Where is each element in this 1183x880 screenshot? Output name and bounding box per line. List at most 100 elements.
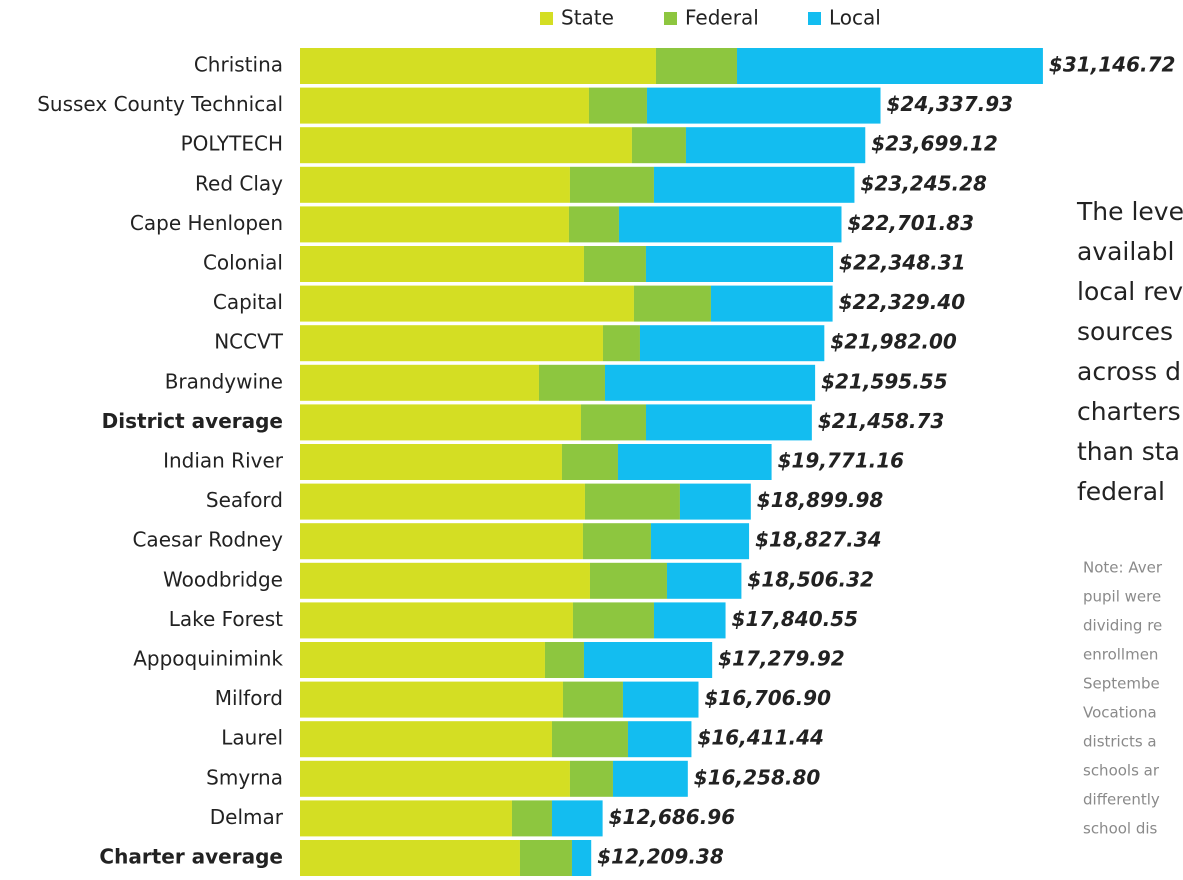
total-label: $22,329.40	[839, 290, 966, 314]
bar-segment	[300, 523, 583, 560]
bar-segment	[300, 840, 520, 876]
legend-label: State	[561, 6, 614, 30]
bar-segment	[300, 483, 585, 520]
annotation: sources	[1077, 317, 1173, 346]
bar-segment	[639, 325, 825, 362]
category-label: POLYTECH	[181, 132, 283, 156]
legend-label: Local	[829, 6, 881, 30]
bar-segment	[736, 48, 1043, 84]
category-label: Smyrna	[206, 765, 283, 789]
bar-segment	[300, 642, 545, 678]
category-label: Christina	[194, 53, 283, 77]
bar-segment	[300, 681, 563, 718]
bar-segment	[584, 483, 680, 520]
bar-segment	[538, 364, 605, 401]
category-label: Sussex County Technical	[37, 92, 283, 116]
category-label: NCCVT	[214, 330, 284, 354]
bar-segment	[300, 285, 634, 322]
category-label: Caesar Rodney	[132, 528, 283, 552]
category-label: Capital	[213, 290, 283, 314]
bar-segment	[544, 642, 584, 678]
bar-segment	[604, 364, 816, 401]
total-label: $12,209.38	[597, 845, 724, 869]
legend-swatch	[808, 12, 821, 25]
bar-segment	[300, 246, 584, 282]
bar-segment	[653, 602, 726, 639]
legend-label: Federal	[685, 6, 759, 30]
total-label: $16,706.90	[704, 686, 831, 710]
total-label: $23,699.12	[871, 132, 998, 156]
total-label: $22,348.31	[839, 251, 966, 275]
note: Vocationa	[1083, 704, 1157, 722]
category-label: Lake Forest	[169, 607, 283, 631]
bar-segment	[571, 840, 592, 876]
bar-segment	[300, 444, 562, 480]
note: pupil were	[1083, 588, 1161, 606]
bar-segment	[300, 166, 570, 203]
note: districts a	[1083, 733, 1157, 751]
bar-segment	[300, 48, 656, 84]
bar-segment	[561, 444, 618, 480]
total-label: $17,840.55	[732, 607, 859, 631]
bar-segment	[551, 721, 628, 758]
bar-segment	[580, 404, 646, 441]
total-label: $21,458.73	[818, 409, 945, 433]
bar-segment	[300, 127, 632, 164]
bar-segment	[569, 760, 613, 797]
bar-segment	[618, 206, 842, 243]
total-label: $21,982.00	[830, 330, 957, 354]
bar-segment	[569, 166, 654, 203]
bar-segment	[589, 562, 667, 599]
bar-segment	[650, 523, 750, 560]
note: dividing re	[1083, 617, 1162, 635]
bar-segment	[300, 800, 512, 837]
total-label: $12,686.96	[609, 805, 736, 829]
bar-segment	[633, 285, 711, 322]
bar-segment	[551, 800, 603, 837]
total-label: $22,701.83	[847, 211, 974, 235]
bar-segment	[568, 206, 619, 243]
bar-segment	[627, 721, 692, 758]
note: Septembe	[1083, 675, 1160, 693]
total-label: $16,258.80	[694, 765, 821, 789]
bar-segment	[646, 87, 881, 124]
annotation: The leve	[1076, 197, 1183, 226]
bar-segment	[685, 127, 866, 164]
bar-segment	[622, 681, 699, 718]
category-label: Appoquinimink	[133, 647, 283, 671]
category-label: District average	[102, 409, 283, 433]
category-label: Milford	[215, 686, 283, 710]
note: enrollmen	[1083, 646, 1158, 664]
category-label: Brandywine	[165, 369, 283, 393]
bar-segment	[583, 246, 646, 282]
total-label: $21,595.55	[821, 369, 948, 393]
bar-segment	[300, 760, 570, 797]
bar-segment	[645, 246, 834, 282]
bar-segment	[710, 285, 833, 322]
category-label: Charter average	[99, 845, 283, 869]
bar-segment	[653, 166, 855, 203]
bar-segment	[300, 721, 552, 758]
note: school dis	[1083, 820, 1158, 838]
bar-segment	[679, 483, 751, 520]
category-label: Colonial	[203, 251, 283, 275]
category-label: Woodbridge	[163, 567, 283, 591]
bar-segment	[300, 87, 589, 124]
bar-segment	[300, 325, 603, 362]
category-label: Laurel	[221, 726, 283, 750]
bar-segment	[645, 404, 812, 441]
bar-segment	[617, 444, 772, 480]
bar-segment	[300, 364, 539, 401]
annotation: charters	[1077, 397, 1181, 426]
annotation: than sta	[1077, 437, 1180, 466]
bar-segment	[300, 206, 569, 243]
category-label: Delmar	[210, 805, 284, 829]
bar-segment	[519, 840, 572, 876]
bar-segment	[588, 87, 647, 124]
total-label: $18,827.34	[755, 528, 882, 552]
bar-segment	[572, 602, 654, 639]
category-label: Red Clay	[195, 171, 283, 195]
total-label: $16,411.44	[697, 726, 824, 750]
note: schools ar	[1083, 762, 1160, 780]
